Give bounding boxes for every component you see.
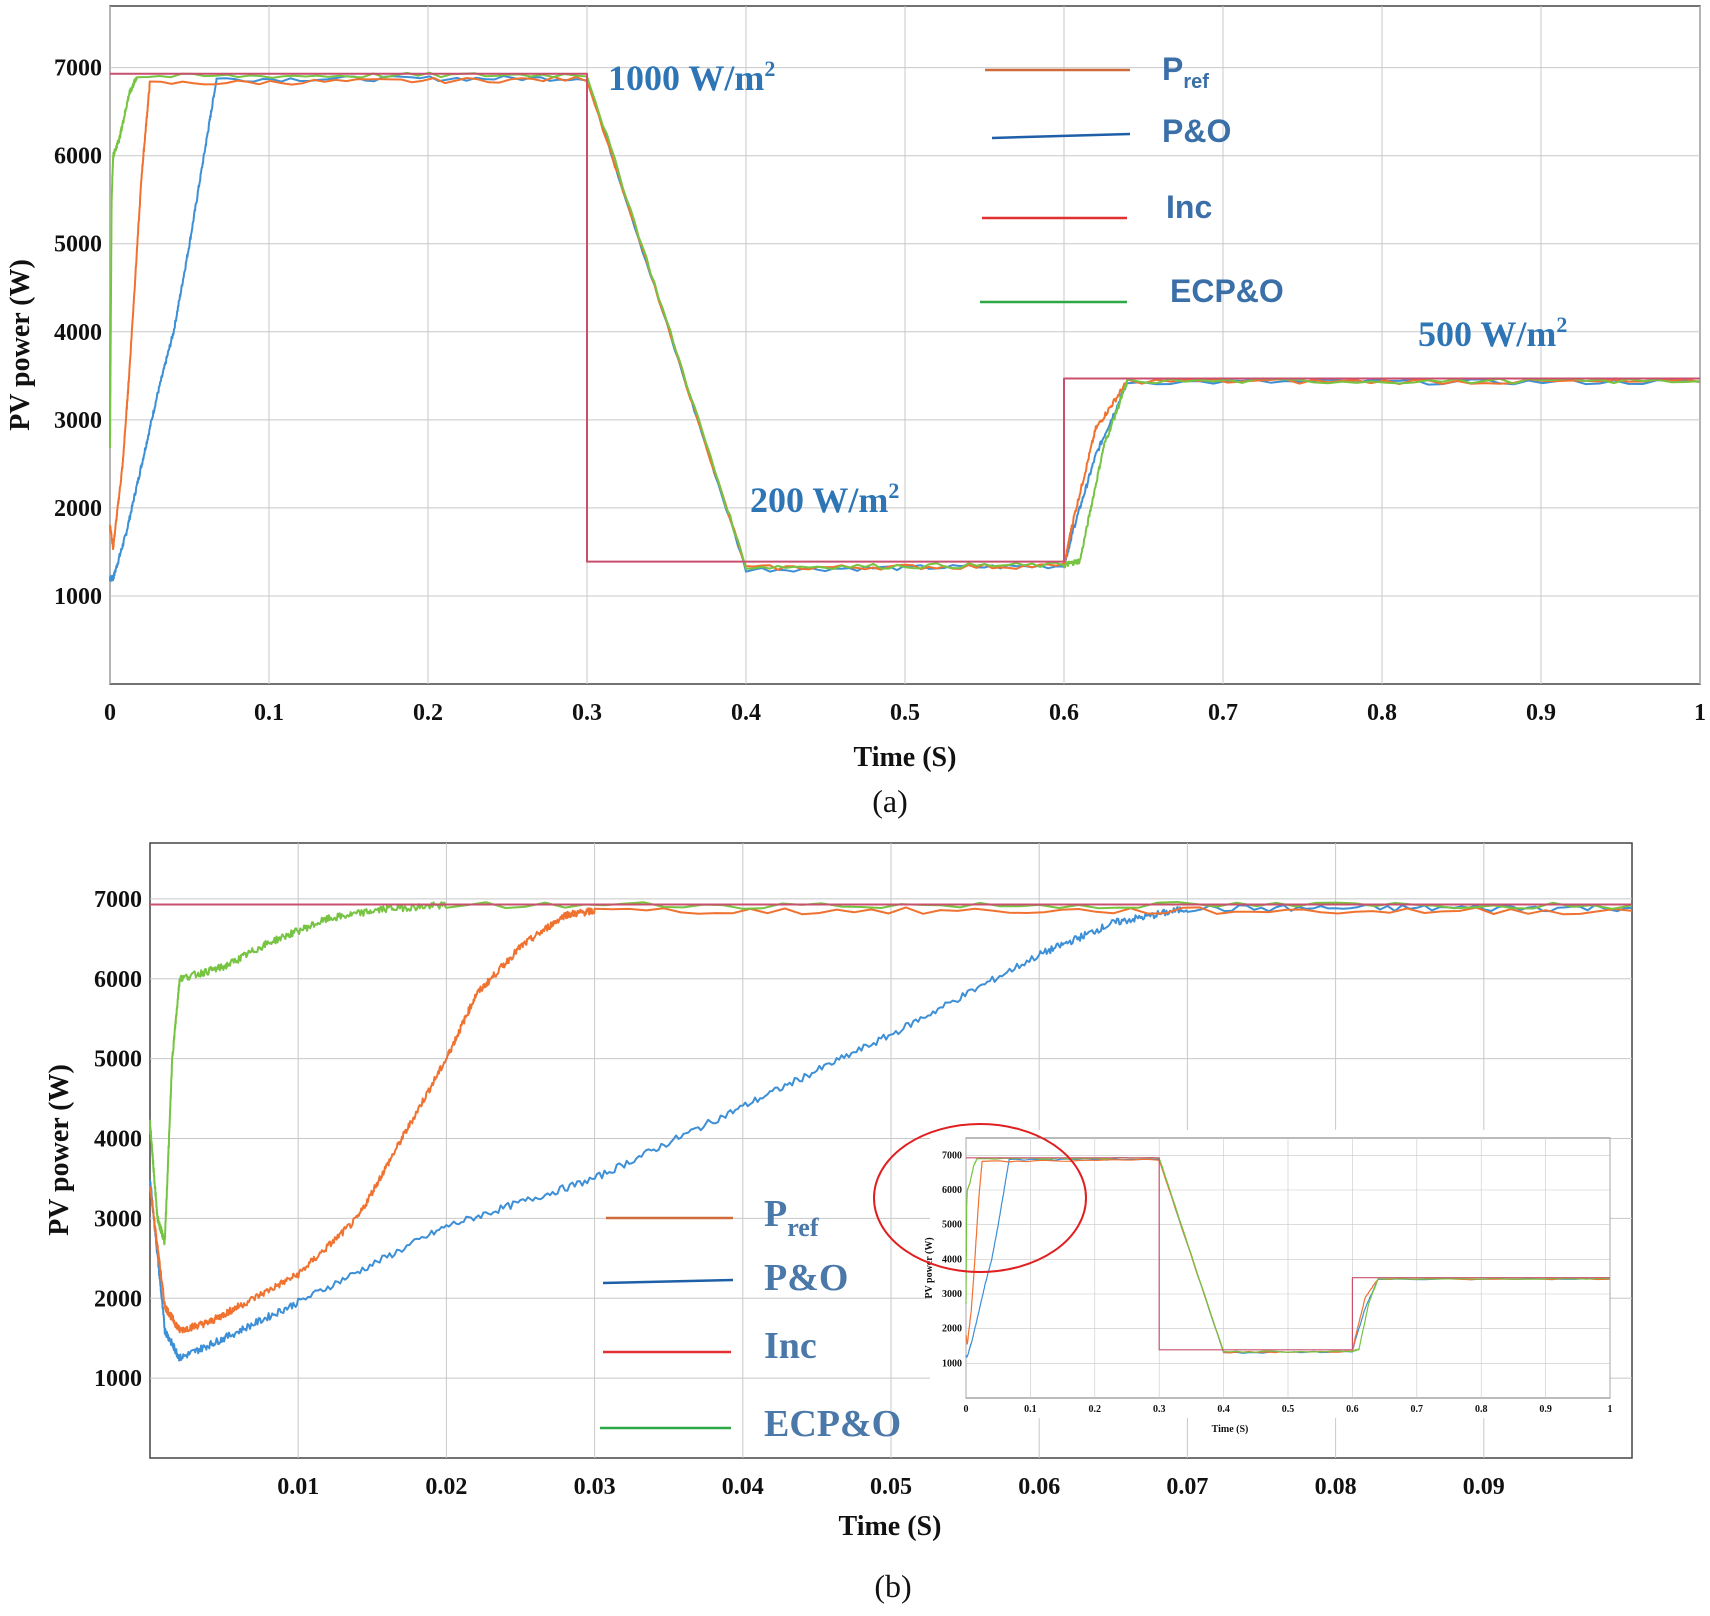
panel-b-x-tick-label: 0.01 bbox=[277, 1474, 319, 1500]
panel-b-y-axis-title: PV power (W) bbox=[44, 1064, 75, 1236]
panel-a-series bbox=[109, 71, 1701, 582]
panel-a-label: (a) bbox=[872, 783, 908, 819]
panel-b-series-po bbox=[149, 904, 1633, 1362]
inset-y-tick-label: 7000 bbox=[942, 1150, 962, 1161]
inset-y-tick-label: 5000 bbox=[942, 1220, 962, 1231]
inset-series-inc bbox=[965, 1158, 1611, 1354]
panel-b-x-tick-label: 0.08 bbox=[1315, 1474, 1357, 1500]
inset-chart: 0 0.1 0.2 0.3 0.4 0.5 0.6 0.7 0.8 0.9 1 1000 2000 30… bbox=[873, 1123, 1613, 1435]
inset-y-axis-title: PV power (W) bbox=[924, 1237, 935, 1298]
panel-a-y-tick-label: 1000 bbox=[54, 584, 102, 610]
panel-a-x-tick-label: 0.1 bbox=[254, 700, 284, 726]
legend-b-ecpo-label: ECP&O bbox=[764, 1403, 901, 1445]
panel-a-y-tick-label: 6000 bbox=[54, 144, 102, 170]
panel-b-x-tick-label: 0.07 bbox=[1166, 1474, 1208, 1500]
panel-a-x-tick-label: 0 bbox=[104, 700, 116, 726]
panel-b-series-ecpo bbox=[149, 901, 1633, 1246]
panel-b-y-tick-label: 6000 bbox=[94, 967, 142, 993]
panel-b-y-tick-label: 2000 bbox=[94, 1286, 142, 1312]
inset-y-tick-label: 1000 bbox=[942, 1358, 962, 1369]
inset-x-tick-label: 1 bbox=[1608, 1404, 1613, 1415]
panel-a-x-tick-label: 0.2 bbox=[413, 700, 443, 726]
inset-y-tick-label: 3000 bbox=[942, 1289, 962, 1300]
panel-a-y-tick-label: 5000 bbox=[54, 232, 102, 258]
inset-highlight-circle bbox=[873, 1123, 1087, 1273]
inset-x-tick-label: 0 bbox=[964, 1404, 969, 1415]
inset-x-axis-title: Time (S) bbox=[1212, 1424, 1249, 1435]
panel-b-y-tick-label: 4000 bbox=[94, 1127, 142, 1153]
inset-series-pref bbox=[966, 1157, 1610, 1351]
panel-a-x-tick-label: 0.6 bbox=[1049, 700, 1079, 726]
panel-a-x-tick-label: 1 bbox=[1694, 700, 1706, 726]
panel-b-x-ticks: 0.01 0.02 0.03 0.04 0.05 0.06 0.07 0.08 0.09 bbox=[277, 1474, 1505, 1500]
panel-a-legend: Pref P&O Inc ECP&O bbox=[980, 51, 1284, 309]
panel-a-y-ticks: 1000 2000 3000 4000 5000 6000 7000 bbox=[54, 56, 102, 610]
panel-b-y-ticks: 1000 2000 3000 4000 5000 6000 7000 bbox=[94, 887, 142, 1392]
panel-b-legend: Pref P&O Inc ECP&O bbox=[600, 1193, 901, 1445]
panel-b-x-tick-label: 0.03 bbox=[574, 1474, 616, 1500]
panel-b-y-tick-label: 1000 bbox=[94, 1366, 142, 1392]
legend-a-po-swatch bbox=[991, 132, 1131, 140]
inset-x-tick-label: 0.7 bbox=[1411, 1404, 1424, 1415]
inset-y-tick-label: 2000 bbox=[942, 1324, 962, 1335]
legend-b-po-swatch bbox=[602, 1278, 734, 1285]
legend-a-inc-label: Inc bbox=[1166, 189, 1212, 225]
panel-a-y-tick-label: 4000 bbox=[54, 320, 102, 346]
panel-b-series bbox=[149, 901, 1633, 1362]
annotation-500: 500 W/m2 bbox=[1418, 312, 1567, 354]
panel-b-x-axis-title: Time (S) bbox=[839, 1511, 942, 1542]
panel-b-x-tick-label: 0.04 bbox=[722, 1474, 764, 1500]
panel-a-x-tick-label: 0.8 bbox=[1367, 700, 1397, 726]
panel-a-y-tick-label: 2000 bbox=[54, 496, 102, 522]
panel-a-x-ticks: 0 0.1 0.2 0.3 0.4 0.5 0.6 0.7 0.8 0.9 1 bbox=[104, 700, 1706, 726]
inset-x-tick-label: 0.2 bbox=[1089, 1404, 1102, 1415]
inset-y-ticks: 1000 2000 3000 4000 5000 6000 7000 bbox=[942, 1150, 962, 1369]
inset-grid bbox=[965, 1138, 1611, 1398]
panel-a-series-po bbox=[109, 75, 1701, 582]
legend-b-po-label: P&O bbox=[764, 1257, 848, 1299]
panel-a: 0 0.1 0.2 0.3 0.4 0.5 0.6 0.7 0.8 0.9 1 1000 2000 30… bbox=[5, 5, 1706, 819]
legend-b-inc-label: Inc bbox=[764, 1325, 817, 1367]
inset-x-ticks: 0 0.1 0.2 0.3 0.4 0.5 0.6 0.7 0.8 0.9 1 bbox=[964, 1404, 1613, 1415]
panel-b: 0.01 0.02 0.03 0.04 0.05 0.06 0.07 0.08 0.09 100… bbox=[44, 842, 1633, 1604]
inset-x-tick-label: 0.1 bbox=[1024, 1404, 1037, 1415]
inset-x-tick-label: 0.9 bbox=[1539, 1404, 1552, 1415]
inset-x-tick-label: 0.8 bbox=[1475, 1404, 1488, 1415]
panel-a-series-pref bbox=[110, 72, 1700, 563]
panel-b-x-tick-label: 0.05 bbox=[870, 1474, 912, 1500]
panel-a-y-axis-title: PV power (W) bbox=[5, 259, 36, 431]
legend-a-ecpo-label: ECP&O bbox=[1170, 273, 1284, 309]
inset-x-tick-label: 0.3 bbox=[1153, 1404, 1166, 1415]
panel-b-x-tick-label: 0.02 bbox=[425, 1474, 467, 1500]
annotation-200: 200 W/m2 bbox=[750, 478, 899, 520]
panel-a-y-tick-label: 3000 bbox=[54, 408, 102, 434]
panel-b-series-inc bbox=[149, 906, 1633, 1334]
panel-a-y-tick-label: 7000 bbox=[54, 56, 102, 82]
legend-b-pref-label: Pref bbox=[764, 1193, 819, 1242]
legend-a-po-label: P&O bbox=[1162, 113, 1231, 149]
panel-a-x-tick-label: 0.7 bbox=[1208, 700, 1238, 726]
panel-a-x-tick-label: 0.4 bbox=[731, 700, 761, 726]
panel-a-x-tick-label: 0.9 bbox=[1526, 700, 1556, 726]
panel-b-y-tick-label: 5000 bbox=[94, 1047, 142, 1073]
panel-a-x-tick-label: 0.5 bbox=[890, 700, 920, 726]
panel-b-x-tick-label: 0.06 bbox=[1018, 1474, 1060, 1500]
legend-a-pref-label: Pref bbox=[1162, 51, 1209, 93]
inset-y-tick-label: 6000 bbox=[942, 1185, 962, 1196]
panel-a-x-axis-title: Time (S) bbox=[854, 742, 957, 773]
inset-x-tick-label: 0.4 bbox=[1217, 1404, 1230, 1415]
panel-a-grid bbox=[109, 6, 1701, 684]
panel-b-label: (b) bbox=[874, 1568, 911, 1604]
inset-y-tick-label: 4000 bbox=[942, 1254, 962, 1265]
inset-series-po bbox=[965, 1158, 1611, 1358]
panel-b-y-tick-label: 3000 bbox=[94, 1206, 142, 1232]
panel-b-x-tick-label: 0.09 bbox=[1463, 1474, 1505, 1500]
panel-a-x-tick-label: 0.3 bbox=[572, 700, 602, 726]
inset-x-tick-label: 0.6 bbox=[1346, 1404, 1359, 1415]
panel-b-y-tick-label: 7000 bbox=[94, 887, 142, 913]
inset-series bbox=[965, 1157, 1611, 1358]
inset-x-tick-label: 0.5 bbox=[1282, 1404, 1295, 1415]
annotation-1000: 1000 W/m2 bbox=[608, 56, 775, 98]
